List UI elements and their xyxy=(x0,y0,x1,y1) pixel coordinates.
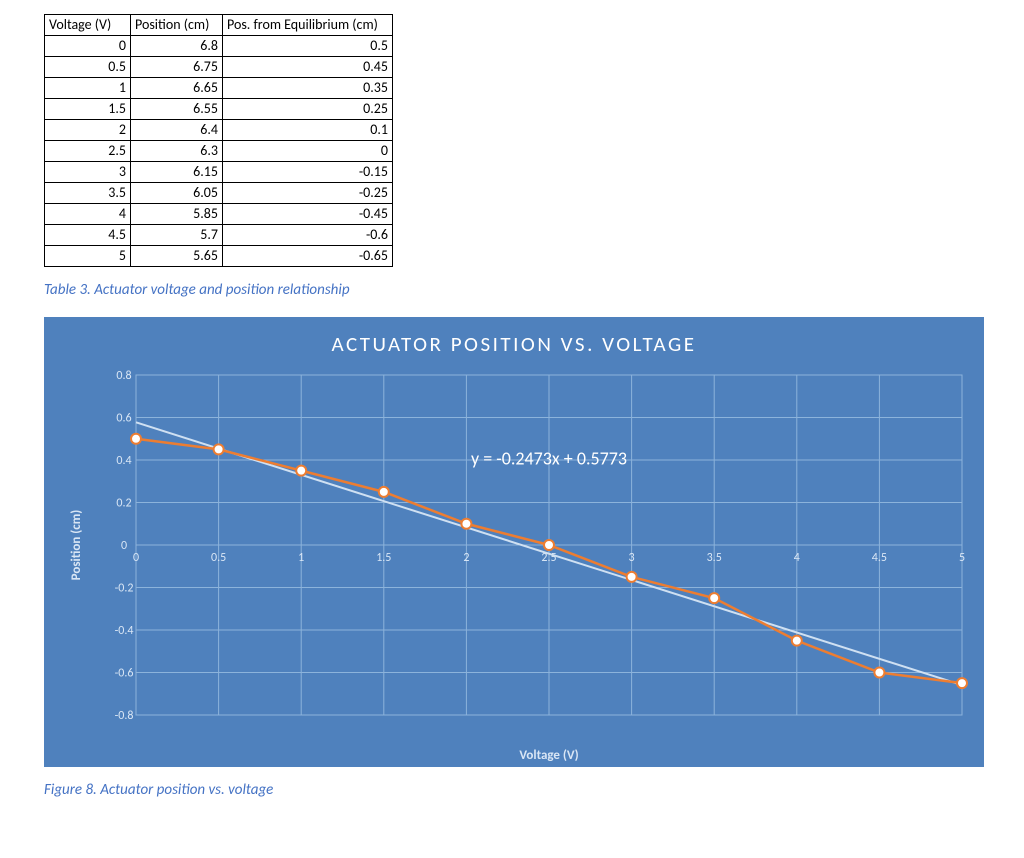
x-axis-title: Voltage (V) xyxy=(519,748,578,763)
table-row: 2.56.30 xyxy=(45,141,393,162)
table-row: 06.80.5 xyxy=(45,36,393,57)
column-header: Voltage (V) xyxy=(45,15,131,36)
svg-text:0: 0 xyxy=(133,551,139,565)
svg-text:3.5: 3.5 xyxy=(707,551,722,565)
svg-text:-0.4: -0.4 xyxy=(115,624,134,638)
table-row: 36.15-0.15 xyxy=(45,162,393,183)
svg-text:0.5: 0.5 xyxy=(211,551,226,565)
table-row: 16.650.35 xyxy=(45,78,393,99)
svg-text:0.2: 0.2 xyxy=(116,497,131,511)
chart-title: ACTUATOR POSITION VS. VOLTAGE xyxy=(331,331,696,357)
figure-caption-text: Figure 8. Actuator position vs. voltage xyxy=(44,781,273,799)
svg-text:0.6: 0.6 xyxy=(116,412,131,426)
svg-text:5: 5 xyxy=(959,551,965,565)
chart-container: 00.511.522.533.544.55-0.8-0.6-0.4-0.200.… xyxy=(44,317,984,767)
svg-text:0.4: 0.4 xyxy=(116,454,131,468)
table-row: 45.85-0.45 xyxy=(45,204,393,225)
y-axis-title: Position (cm) xyxy=(69,510,84,581)
column-header: Pos. from Equilibrium (cm) xyxy=(223,15,393,36)
table-row: 1.56.550.25 xyxy=(45,99,393,120)
svg-text:1.5: 1.5 xyxy=(376,551,391,565)
svg-text:0: 0 xyxy=(121,539,127,553)
table-row: 0.56.750.45 xyxy=(45,57,393,78)
svg-text:-0.8: -0.8 xyxy=(115,709,134,723)
table-row: 55.65-0.65 xyxy=(45,246,393,267)
table-row: 4.55.7-0.6 xyxy=(45,225,393,246)
svg-text:-0.6: -0.6 xyxy=(115,667,134,681)
data-table: Voltage (V)Position (cm)Pos. from Equili… xyxy=(44,14,393,267)
column-header: Position (cm) xyxy=(131,15,223,36)
actuator-chart: 00.511.522.533.544.55-0.8-0.6-0.4-0.200.… xyxy=(44,317,984,767)
svg-text:4.5: 4.5 xyxy=(872,551,887,565)
table-row: 3.56.05-0.25 xyxy=(45,183,393,204)
table-row: 26.40.1 xyxy=(45,120,393,141)
svg-text:4: 4 xyxy=(794,551,800,565)
svg-text:3: 3 xyxy=(629,551,635,565)
table-caption-text: Table 3. Actuator voltage and position r… xyxy=(44,281,350,299)
svg-text:0.8: 0.8 xyxy=(116,369,131,383)
svg-text:-0.2: -0.2 xyxy=(115,582,134,596)
svg-text:1: 1 xyxy=(298,551,304,565)
trend-equation: y = -0.2473x + 0.5773 xyxy=(471,447,627,469)
table-caption: Table 3. Actuator voltage and position r… xyxy=(44,281,1000,299)
figure-caption: Figure 8. Actuator position vs. voltage xyxy=(44,781,1000,799)
svg-text:2: 2 xyxy=(463,551,469,565)
